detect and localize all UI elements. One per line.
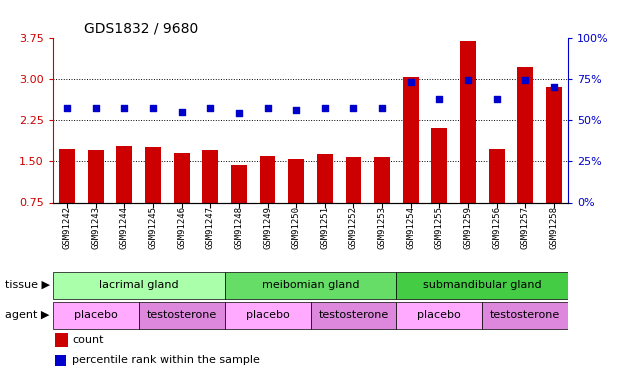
Point xyxy=(62,105,72,111)
Text: GSM91259: GSM91259 xyxy=(463,206,473,249)
Point xyxy=(291,107,301,113)
Text: GSM91246: GSM91246 xyxy=(177,206,186,249)
Point xyxy=(520,77,530,83)
Bar xyxy=(88,150,104,202)
Text: GSM91253: GSM91253 xyxy=(378,206,387,249)
Text: GSM91242: GSM91242 xyxy=(63,206,71,249)
Point xyxy=(177,109,187,115)
Bar xyxy=(145,147,161,202)
Text: testosterone: testosterone xyxy=(490,310,560,320)
Text: GDS1832 / 9680: GDS1832 / 9680 xyxy=(84,22,198,36)
Text: GSM91256: GSM91256 xyxy=(492,206,501,249)
Bar xyxy=(546,87,562,202)
Bar xyxy=(59,149,75,202)
Bar xyxy=(396,302,483,328)
Text: GSM91245: GSM91245 xyxy=(148,206,158,249)
Text: GSM91243: GSM91243 xyxy=(91,206,100,249)
Bar xyxy=(489,149,504,202)
Text: GSM91247: GSM91247 xyxy=(206,206,215,249)
Text: placebo: placebo xyxy=(74,310,117,320)
Text: GSM91250: GSM91250 xyxy=(292,206,301,249)
Bar xyxy=(231,165,247,202)
Point xyxy=(463,77,473,83)
Bar xyxy=(460,41,476,203)
Bar xyxy=(55,333,68,347)
Bar xyxy=(202,150,218,202)
Bar xyxy=(55,355,66,366)
Point xyxy=(148,105,158,111)
Point xyxy=(320,105,330,111)
Bar xyxy=(374,157,390,203)
Point xyxy=(263,105,273,111)
Point xyxy=(377,105,387,111)
Point xyxy=(348,105,358,111)
Bar xyxy=(432,128,447,202)
Text: testosterone: testosterone xyxy=(319,310,389,320)
Text: GSM91254: GSM91254 xyxy=(406,206,415,249)
Bar xyxy=(117,146,132,202)
Text: GSM91251: GSM91251 xyxy=(320,206,329,249)
Text: testosterone: testosterone xyxy=(147,310,217,320)
Point xyxy=(406,79,415,85)
Bar xyxy=(225,302,310,328)
Text: tissue ▶: tissue ▶ xyxy=(5,280,50,290)
Bar xyxy=(517,67,533,203)
Bar xyxy=(317,154,333,203)
Bar xyxy=(53,272,225,298)
Bar xyxy=(260,156,276,203)
Text: GSM91255: GSM91255 xyxy=(435,206,444,249)
Text: GSM91244: GSM91244 xyxy=(120,206,129,249)
Text: placebo: placebo xyxy=(417,310,461,320)
Bar xyxy=(53,302,138,328)
Bar xyxy=(345,158,361,203)
Text: placebo: placebo xyxy=(246,310,289,320)
Point xyxy=(435,96,445,102)
Text: GSM91258: GSM91258 xyxy=(550,206,558,249)
Text: submandibular gland: submandibular gland xyxy=(423,280,542,290)
Point xyxy=(492,96,502,102)
Bar xyxy=(174,153,189,203)
Text: agent ▶: agent ▶ xyxy=(6,310,50,320)
Point xyxy=(549,84,559,90)
Text: GSM91248: GSM91248 xyxy=(234,206,243,249)
Bar xyxy=(483,302,568,328)
Bar xyxy=(396,272,568,298)
Bar xyxy=(310,302,396,328)
Text: GSM91249: GSM91249 xyxy=(263,206,272,249)
Text: lacrimal gland: lacrimal gland xyxy=(99,280,178,290)
Point xyxy=(206,105,215,111)
Bar xyxy=(225,272,396,298)
Text: count: count xyxy=(73,335,104,345)
Text: GSM91257: GSM91257 xyxy=(521,206,530,249)
Bar xyxy=(138,302,225,328)
Text: GSM91252: GSM91252 xyxy=(349,206,358,249)
Text: percentile rank within the sample: percentile rank within the sample xyxy=(73,356,260,365)
Bar xyxy=(288,159,304,203)
Point xyxy=(119,105,129,111)
Text: meibomian gland: meibomian gland xyxy=(261,280,360,290)
Point xyxy=(91,105,101,111)
Bar xyxy=(403,77,419,203)
Point xyxy=(234,110,244,116)
